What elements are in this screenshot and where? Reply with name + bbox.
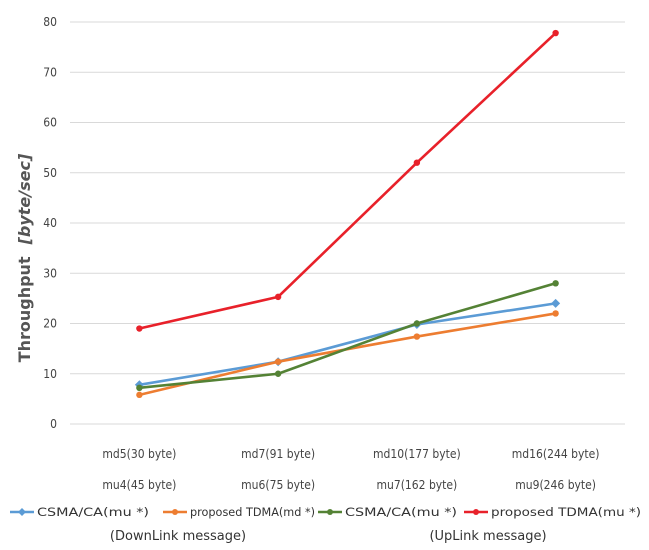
data-point xyxy=(274,370,282,377)
x-tick-labels: md5(30 byte) mu4(45 byte) md7(91 byte) mu6(… xyxy=(102,447,599,492)
series-line xyxy=(139,282,556,390)
legend-label: proposed TDMA(md *) xyxy=(190,505,315,519)
data-point xyxy=(136,391,143,399)
data-point xyxy=(413,333,421,340)
legend: CSMA/CA(mu *) proposed TDMA(md *) CSMA/CA(… xyxy=(10,505,641,519)
x-tick-label: md16(244 byte) xyxy=(512,447,600,461)
legend-marker xyxy=(18,508,26,516)
x-tick-label: mu4(45 byte) xyxy=(102,478,176,492)
y-tick-label: 0 xyxy=(50,417,57,431)
x-tick-label: mu6(75 byte) xyxy=(241,478,315,492)
data-point xyxy=(274,293,282,301)
x-tick-label: md7(91 byte) xyxy=(241,447,315,461)
data-point xyxy=(552,29,559,37)
annotation-downlink: (DownLink message) xyxy=(110,529,246,544)
series-line xyxy=(139,302,556,387)
data-point xyxy=(274,358,282,365)
x-tick-label: md5(30 byte) xyxy=(102,447,176,461)
legend-marker xyxy=(172,509,178,515)
legend-label: proposed TDMA(mu *) xyxy=(491,505,641,519)
data-point xyxy=(413,320,421,327)
legend-marker xyxy=(327,509,333,515)
y-tick-label: 50 xyxy=(43,166,57,180)
y-axis-label-text: Throughput xyxy=(15,256,34,362)
data-point xyxy=(136,325,143,332)
x-tick-label: md10(177 byte) xyxy=(373,447,461,461)
data-point xyxy=(413,159,421,166)
annotation-uplink: (UpLink message) xyxy=(429,529,546,544)
y-tick-label: 40 xyxy=(43,216,57,230)
legend-label: CSMA/CA(mu *) xyxy=(345,505,457,519)
y-tick-label: 20 xyxy=(43,317,57,331)
data-point xyxy=(136,384,143,392)
y-tick-label: 60 xyxy=(43,116,57,130)
data-point xyxy=(552,310,559,317)
legend-label: CSMA/CA(mu *) xyxy=(37,505,149,519)
y-axis-label: Throughput [byte/sec] xyxy=(15,153,34,362)
series-line xyxy=(139,32,557,330)
y-tick-labels: 0 10 20 30 40 50 60 70 80 xyxy=(43,15,57,431)
y-tick-label: 30 xyxy=(43,266,57,280)
x-tick-label: mu7(162 byte) xyxy=(376,478,457,492)
gridlines xyxy=(70,21,625,425)
y-tick-label: 80 xyxy=(43,15,57,29)
data-point xyxy=(551,298,561,308)
data-point xyxy=(552,280,559,287)
y-tick-label: 10 xyxy=(43,367,57,381)
series-lines xyxy=(134,29,561,399)
x-tick-label: mu9(246 byte) xyxy=(515,478,596,492)
y-tick-label: 70 xyxy=(43,65,57,79)
legend-marker xyxy=(473,509,479,515)
y-axis-unit: [byte/sec] xyxy=(15,153,34,245)
